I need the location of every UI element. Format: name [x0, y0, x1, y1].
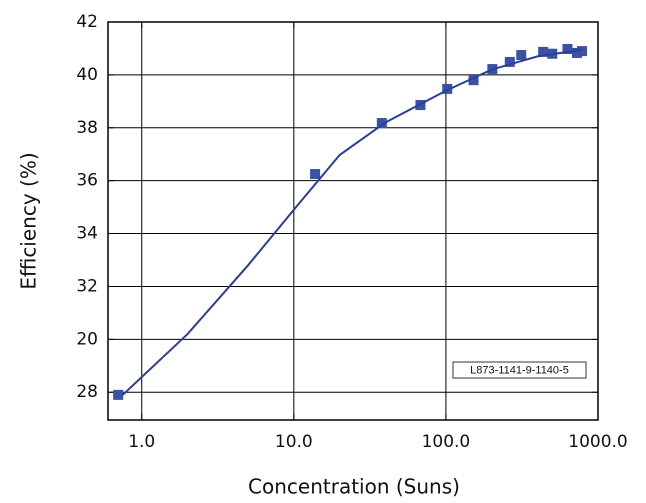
x-tick-label: 1000.0 [568, 432, 627, 452]
y-tick-label: 40 [76, 65, 98, 85]
annotation-box [452, 361, 587, 379]
fit-line [122, 48, 583, 396]
x-tick-label: 100.0 [422, 432, 471, 452]
annotation: L873-1141-9-1140-5 [470, 364, 569, 376]
y-tick-label: 42 [76, 12, 98, 32]
data-point [516, 50, 527, 61]
data-point [577, 46, 588, 57]
x-axis-title: Concentration (Suns) [248, 475, 460, 499]
data-point [113, 389, 124, 400]
data-point [468, 75, 479, 86]
data-point [562, 43, 573, 54]
data-point [376, 118, 387, 129]
y-tick-label: 20 [76, 329, 98, 349]
y-tick-label: 28 [76, 382, 98, 402]
y-axis-title: Efficiency (%) [17, 152, 41, 289]
y-tick-label: 34 [76, 224, 98, 244]
y-tick-label: 38 [76, 118, 98, 138]
plot-frame [107, 21, 599, 421]
x-tick-label: 10.0 [275, 432, 313, 452]
data-point [442, 83, 453, 94]
x-tick-label: 1.0 [128, 432, 155, 452]
data-point [538, 46, 549, 57]
data-point [504, 56, 515, 67]
y-tick-label: 32 [76, 276, 98, 296]
y-tick-label: 36 [76, 171, 98, 191]
data-point [310, 169, 321, 180]
